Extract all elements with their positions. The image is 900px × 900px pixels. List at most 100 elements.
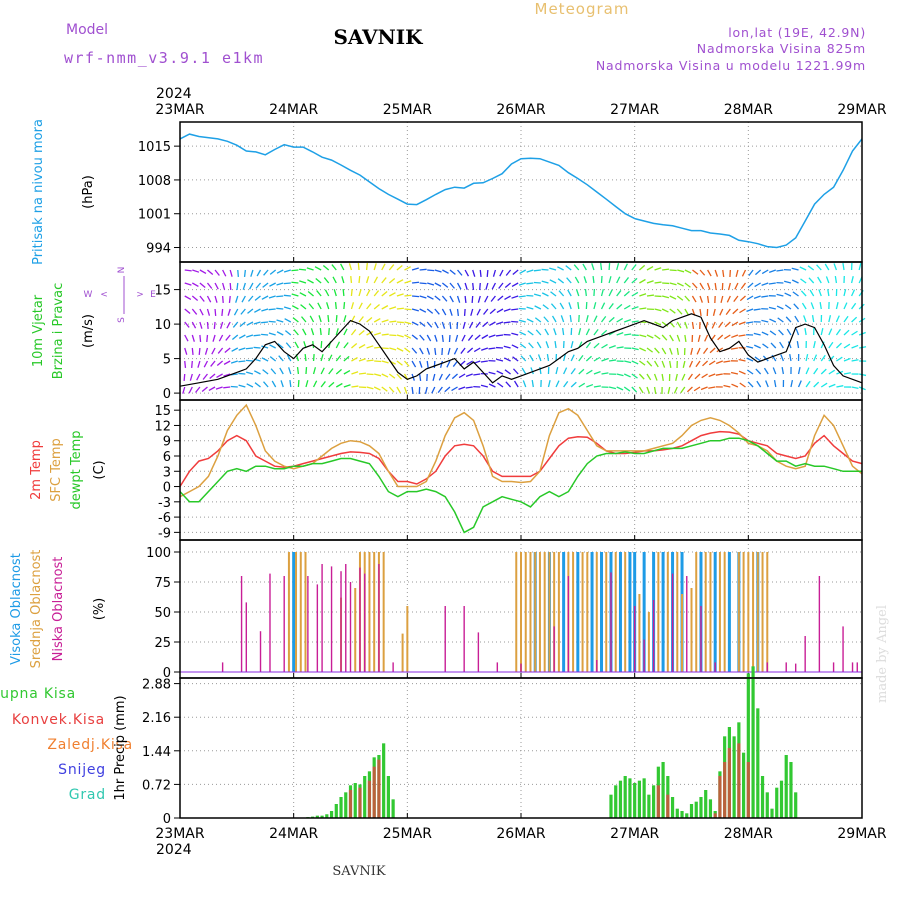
wind-vector [699, 269, 706, 276]
wind-vector [396, 265, 403, 271]
wind-vector [365, 262, 368, 271]
wind-vector [715, 360, 723, 365]
wind-vector [805, 380, 811, 388]
wind-vector [232, 321, 239, 328]
precip-bar-0 [329, 811, 334, 818]
wind-vector [312, 353, 315, 362]
wind-vector [677, 269, 685, 273]
wind-vector [439, 360, 444, 368]
wind-vector [316, 290, 322, 297]
wind-vector [558, 290, 565, 297]
wind-vector [256, 269, 262, 277]
precip-bar-0 [779, 780, 784, 818]
wind-vector [419, 295, 427, 299]
wind-vector [299, 280, 307, 284]
ytick-label: 10 [154, 318, 171, 333]
wind-vector [343, 384, 351, 388]
wind-vector [676, 295, 684, 301]
wind-vector [373, 332, 382, 336]
wind-vector [404, 334, 412, 339]
wind-vector [669, 347, 673, 355]
cloud-bar-1 [657, 552, 660, 672]
wind-vector [702, 360, 709, 367]
wind-vector [776, 293, 784, 297]
wind-vector [616, 373, 624, 377]
wind-vector [747, 381, 754, 388]
wind-vector [343, 315, 347, 323]
wind-vector [543, 316, 549, 323]
precip-bar-0 [618, 780, 623, 818]
wind-vector [712, 308, 716, 316]
wind-vector [550, 291, 557, 297]
wind-vector [526, 306, 534, 310]
cloud-bar-0 [590, 552, 594, 672]
wind-vector [216, 360, 224, 366]
wind-vector [278, 355, 284, 362]
wind-vector [754, 269, 762, 276]
cloud-bar-1 [543, 552, 546, 672]
wind-vector [828, 355, 835, 362]
wind-vector [474, 334, 481, 341]
wind-vector [396, 293, 404, 297]
wind-vector [381, 305, 389, 310]
wind-vector [357, 262, 360, 271]
wind-vector [322, 265, 330, 271]
wind-vector [526, 318, 534, 323]
wind-vector [184, 295, 192, 300]
wind-vector [381, 277, 387, 284]
wind-vector [567, 289, 572, 297]
wind-vector [396, 334, 404, 338]
wind-vector [843, 329, 850, 336]
wind-vector [784, 304, 792, 310]
wind-vector [293, 329, 299, 336]
wind-vector [314, 266, 322, 271]
wind-vector [358, 275, 361, 284]
precip-bar-0 [320, 815, 324, 818]
wind-vector [542, 304, 549, 310]
wind-vector [209, 373, 216, 380]
wind-vector [467, 347, 474, 354]
wind-vector [305, 366, 308, 375]
cloud-bar-1 [742, 552, 745, 672]
wind-vector [488, 371, 496, 375]
cloud-bar-0 [600, 552, 604, 672]
wind-vector [497, 295, 504, 302]
wind-vector [631, 347, 639, 351]
bottom-tick-label: 23MAR [155, 826, 204, 842]
wind-vector [449, 308, 453, 316]
ytick-label: 0.72 [142, 778, 171, 793]
wind-vector [411, 267, 419, 271]
wind-vector [199, 308, 204, 316]
wind-vector [268, 308, 276, 311]
wind-vector [229, 282, 232, 291]
wind-vector [727, 282, 731, 290]
wind-vector [631, 386, 638, 393]
wind-vector [808, 277, 815, 284]
wind-vector [491, 282, 497, 290]
wind-vector [718, 321, 724, 329]
precip-bar-0 [775, 787, 779, 818]
wind-vector [358, 289, 362, 297]
wind-vector [268, 320, 276, 323]
wind-vector [366, 331, 374, 336]
wind-vector [560, 315, 565, 323]
wind-vector [608, 276, 612, 284]
wind-vector [684, 282, 691, 288]
wind-vector [343, 328, 348, 336]
wind-vector [465, 386, 473, 389]
wind-vector [381, 291, 388, 297]
wind-vector [557, 266, 564, 271]
wind-vector [269, 356, 277, 362]
wind-vector [449, 269, 456, 275]
wind-vector [411, 347, 418, 354]
cloud-bar-2 [832, 662, 835, 672]
wind-vector [434, 282, 442, 287]
wind-vector [481, 347, 489, 351]
precip-bar-0 [334, 804, 338, 818]
wind-vector [206, 334, 209, 343]
wind-vector [661, 360, 666, 368]
wind-vector [770, 342, 777, 349]
wind-vector [221, 295, 224, 304]
cloud-bar-1 [534, 552, 537, 672]
wind-vector [381, 386, 388, 392]
